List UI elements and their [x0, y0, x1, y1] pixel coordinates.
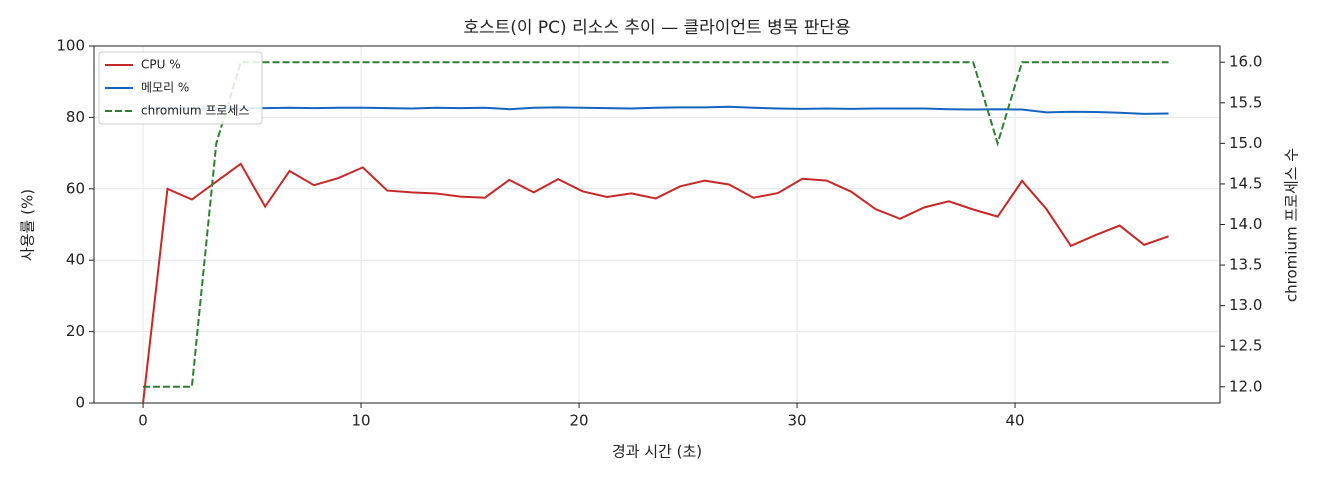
y2-tick-label: 13.0	[1229, 296, 1262, 314]
y2-tick-label: 16.0	[1229, 53, 1262, 71]
chart-title: 호스트(이 PC) 리소스 추이 — 클라이언트 병목 판단용	[463, 18, 850, 38]
y-axis-label: 사용률 (%)	[19, 189, 37, 261]
x-tick-label: 0	[138, 412, 148, 430]
data-line	[143, 61, 1169, 388]
data-line	[143, 105, 1169, 115]
legend: CPU % 메모리 % chromium 프로세스	[98, 51, 263, 125]
y-tick-label: 80	[66, 108, 85, 126]
y2-tick-label: 12.5	[1229, 337, 1262, 355]
y2-tick-label: 14.5	[1229, 174, 1262, 192]
y-tick-label: 100	[56, 37, 85, 55]
x-tick-label: 20	[570, 412, 589, 430]
x-axis-label: 경과 시간 (초)	[612, 443, 702, 461]
x-tick-label: 30	[788, 412, 807, 430]
y2-tick-label: 14.0	[1229, 215, 1262, 233]
x-tick-label: 10	[352, 412, 371, 430]
plot-frame	[93, 45, 1221, 404]
y-tick-label: 0	[75, 394, 85, 412]
y-tick-label: 20	[66, 322, 85, 340]
x-tick-label: 40	[1006, 412, 1025, 430]
y-tick-label: 60	[66, 179, 85, 197]
legend-label: CPU %	[141, 58, 181, 72]
y2-tick-label: 13.5	[1229, 256, 1262, 274]
y2-tick-label: 12.0	[1229, 377, 1262, 395]
y2-tick-label: 15.0	[1229, 134, 1262, 152]
data-line	[142, 162, 1169, 404]
legend-label: chromium 프로세스	[141, 104, 250, 118]
legend-box	[98, 51, 263, 125]
y2-tick-label: 15.5	[1229, 93, 1262, 111]
legend-label: 메모리 %	[141, 81, 189, 95]
y-tick-label: 40	[66, 251, 85, 269]
y2-axis-label: chromium 프로세스 수	[1283, 148, 1301, 302]
